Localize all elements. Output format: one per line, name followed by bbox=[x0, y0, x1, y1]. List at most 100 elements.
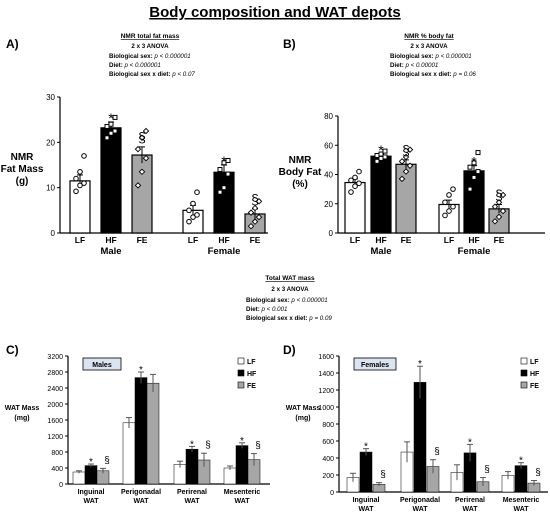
panel-a-point-0-2-0 bbox=[134, 182, 142, 189]
panel-c-legend-swatch-0 bbox=[237, 357, 245, 365]
panel-b-point-1-2-1 bbox=[495, 213, 503, 221]
panel-a-point-0-1-4 bbox=[108, 121, 114, 127]
panel-d-legend-swatch-0 bbox=[520, 357, 528, 365]
panel-b-point-0-1-4 bbox=[378, 151, 384, 157]
panel-c-bar-2-1 bbox=[185, 448, 199, 485]
panel-c-y-tick-label-1: 400 bbox=[51, 466, 63, 473]
panel-b-y-label-line-1: Body Fat bbox=[279, 167, 322, 178]
panel-b-point-0-2-2 bbox=[406, 162, 414, 169]
panel-a-point-0-1-0 bbox=[104, 135, 110, 141]
panel-a-bar-0-2 bbox=[131, 154, 153, 234]
panel-b-point-1-0-3 bbox=[442, 199, 448, 206]
panel-b-point-1-0-5 bbox=[450, 186, 456, 192]
panel-d-box bbox=[353, 357, 397, 371]
panel-a-point-0-0-0 bbox=[73, 188, 79, 195]
middle-stats-title: Total WAT mass bbox=[265, 275, 315, 282]
panel-c-legend-label-1: HF bbox=[247, 371, 257, 378]
panel-c-y-tick-label-5: 2000 bbox=[47, 402, 63, 409]
panel-b-point-1-0-2 bbox=[450, 203, 456, 210]
panel-c-y-tick-label-6: 2400 bbox=[47, 386, 63, 393]
panel-b-group-0: Male bbox=[370, 246, 391, 257]
panel-b-point-1-0-4 bbox=[446, 192, 452, 198]
panel-d-mark-0-1: * bbox=[364, 442, 368, 453]
panel-b-y-tick-label-4: 80 bbox=[324, 112, 333, 121]
panel-b-point-0-0-1 bbox=[352, 183, 358, 189]
panel-a-point-0-0-5 bbox=[81, 153, 87, 159]
panel-a-y-tick-label-2: 20 bbox=[46, 138, 55, 147]
figure-title: Body composition and WAT depots bbox=[149, 4, 400, 21]
panel-b-point-1-2-4 bbox=[495, 199, 503, 206]
panel-a-y-label-line-0: NMR bbox=[11, 152, 35, 163]
panel-a-y-tick-label-3: 30 bbox=[46, 93, 55, 102]
panel-c-bar-1-2 bbox=[146, 382, 160, 485]
panel-b-point-1-1-2 bbox=[475, 169, 481, 175]
panel-c-legend-label-2: FE bbox=[247, 383, 256, 390]
panel-b-mark-1-2: § bbox=[495, 186, 503, 202]
panel-a-point-1-0-5 bbox=[194, 189, 200, 195]
panel-b-stats-diet: Diet: p < 0.00001 bbox=[390, 62, 438, 69]
panel-a-point-1-2-5 bbox=[255, 198, 263, 205]
panel-a-bar-0-0 bbox=[69, 180, 91, 234]
middle-stats-interaction: Biological sex x diet: p = 0.09 bbox=[246, 315, 332, 322]
panel-d-y-tick-label-5: 1000 bbox=[318, 405, 334, 412]
panel-b-point-0-2-1 bbox=[402, 168, 410, 175]
panel-a-mark-0-1: * bbox=[108, 110, 114, 126]
panel-d-group-1-line-1: WAT bbox=[412, 506, 428, 513]
panel-b-point-1-2-0 bbox=[491, 218, 499, 225]
panel-c-box bbox=[82, 357, 122, 371]
panel-b-y-tick-label-3: 60 bbox=[324, 141, 333, 150]
panel-c-mark-0-1: * bbox=[89, 457, 93, 468]
panel-b-cat-0-1: HF bbox=[375, 235, 386, 245]
panel-a-cat-1-2: FE bbox=[250, 235, 261, 245]
panel-b-point-0-2-3 bbox=[398, 158, 406, 165]
panel-d-y-tick-label-6: 1200 bbox=[318, 388, 334, 395]
panel-b-letter: B) bbox=[283, 37, 296, 51]
panel-c-group-1-line-1: WAT bbox=[133, 498, 149, 505]
panel-b-point-0-0-3 bbox=[348, 177, 354, 184]
panel-b-y-label-line-2: (%) bbox=[292, 179, 308, 190]
panel-b-point-0-0-5 bbox=[356, 168, 362, 175]
panel-a-y-tick-label-0: 0 bbox=[51, 229, 56, 238]
panel-c-y-tick-label-0: 0 bbox=[59, 482, 63, 489]
panel-a-point-1-2-2 bbox=[255, 213, 263, 221]
panel-a-point-1-0-3 bbox=[186, 207, 192, 214]
panel-b-point-1-1-4 bbox=[471, 160, 477, 166]
panel-b-point-1-2-3 bbox=[491, 203, 499, 210]
panel-c-bar-1-0 bbox=[122, 422, 136, 485]
panel-a-cat-0-1: HF bbox=[105, 235, 116, 245]
panel-b-stats: NMR % body fat 2 x 3 ANOVA Biological se… bbox=[390, 33, 476, 78]
panel-d-y-tick-label-8: 1600 bbox=[318, 354, 334, 361]
panel-a-point-0-0-4 bbox=[77, 169, 83, 175]
panel-b-cat-1-1: HF bbox=[468, 235, 479, 245]
panel-d-group-2-line-1: WAT bbox=[462, 506, 478, 513]
panel-b-mark-0-2: § bbox=[402, 142, 410, 158]
panel-a-stats-title: NMR total fat mass bbox=[121, 33, 180, 40]
panel-a-stats: NMR total fat mass 2 x 3 ANOVA Biologica… bbox=[109, 33, 195, 78]
panel-c-group-0-line-1: WAT bbox=[83, 498, 99, 505]
panel-b-stats-design: 2 x 3 ANOVA bbox=[410, 43, 448, 50]
panel-d-mark-2-2: § bbox=[484, 465, 490, 476]
panel-a-stats-interaction: Biological sex x diet: p < 0.07 bbox=[109, 71, 195, 78]
panel-b-point-0-2-4 bbox=[402, 153, 410, 161]
panel-a-cat-0-2: FE bbox=[137, 235, 148, 245]
panel-d-group-3-line-1: WAT bbox=[513, 506, 529, 513]
panel-d-mark-1-1: * bbox=[418, 359, 422, 370]
panel-c-group-3-line-0: Mesenteric bbox=[224, 489, 261, 496]
panel-a-point-1-0-4 bbox=[190, 200, 196, 207]
panel-c-y-tick-label-3: 1200 bbox=[47, 434, 63, 441]
panel-a-point-1-1-1 bbox=[221, 185, 227, 191]
panel-c-bar-3-0 bbox=[223, 467, 237, 485]
panel-c-mark-2-1: * bbox=[190, 439, 194, 450]
panel-a-mark-0-2: § bbox=[138, 129, 146, 145]
panel-a-mark-1-1: * bbox=[221, 153, 227, 169]
panel-d-y-tick-label-7: 1400 bbox=[318, 371, 334, 378]
panel-a-group-0: Male bbox=[100, 246, 121, 257]
panel-a-point-0-1-5 bbox=[112, 114, 118, 120]
panel-d-bar-3-1 bbox=[514, 465, 528, 493]
panel-c-y-label-line-0: WAT Mass bbox=[5, 405, 40, 412]
panel-b-bar-0-1 bbox=[370, 155, 392, 234]
panel-b-group-1: Female bbox=[458, 246, 491, 257]
panel-b-point-1-1-0 bbox=[467, 186, 473, 192]
panel-b-y-tick-label-1: 20 bbox=[324, 200, 333, 209]
panel-a-point-1-1-2 bbox=[225, 171, 231, 177]
